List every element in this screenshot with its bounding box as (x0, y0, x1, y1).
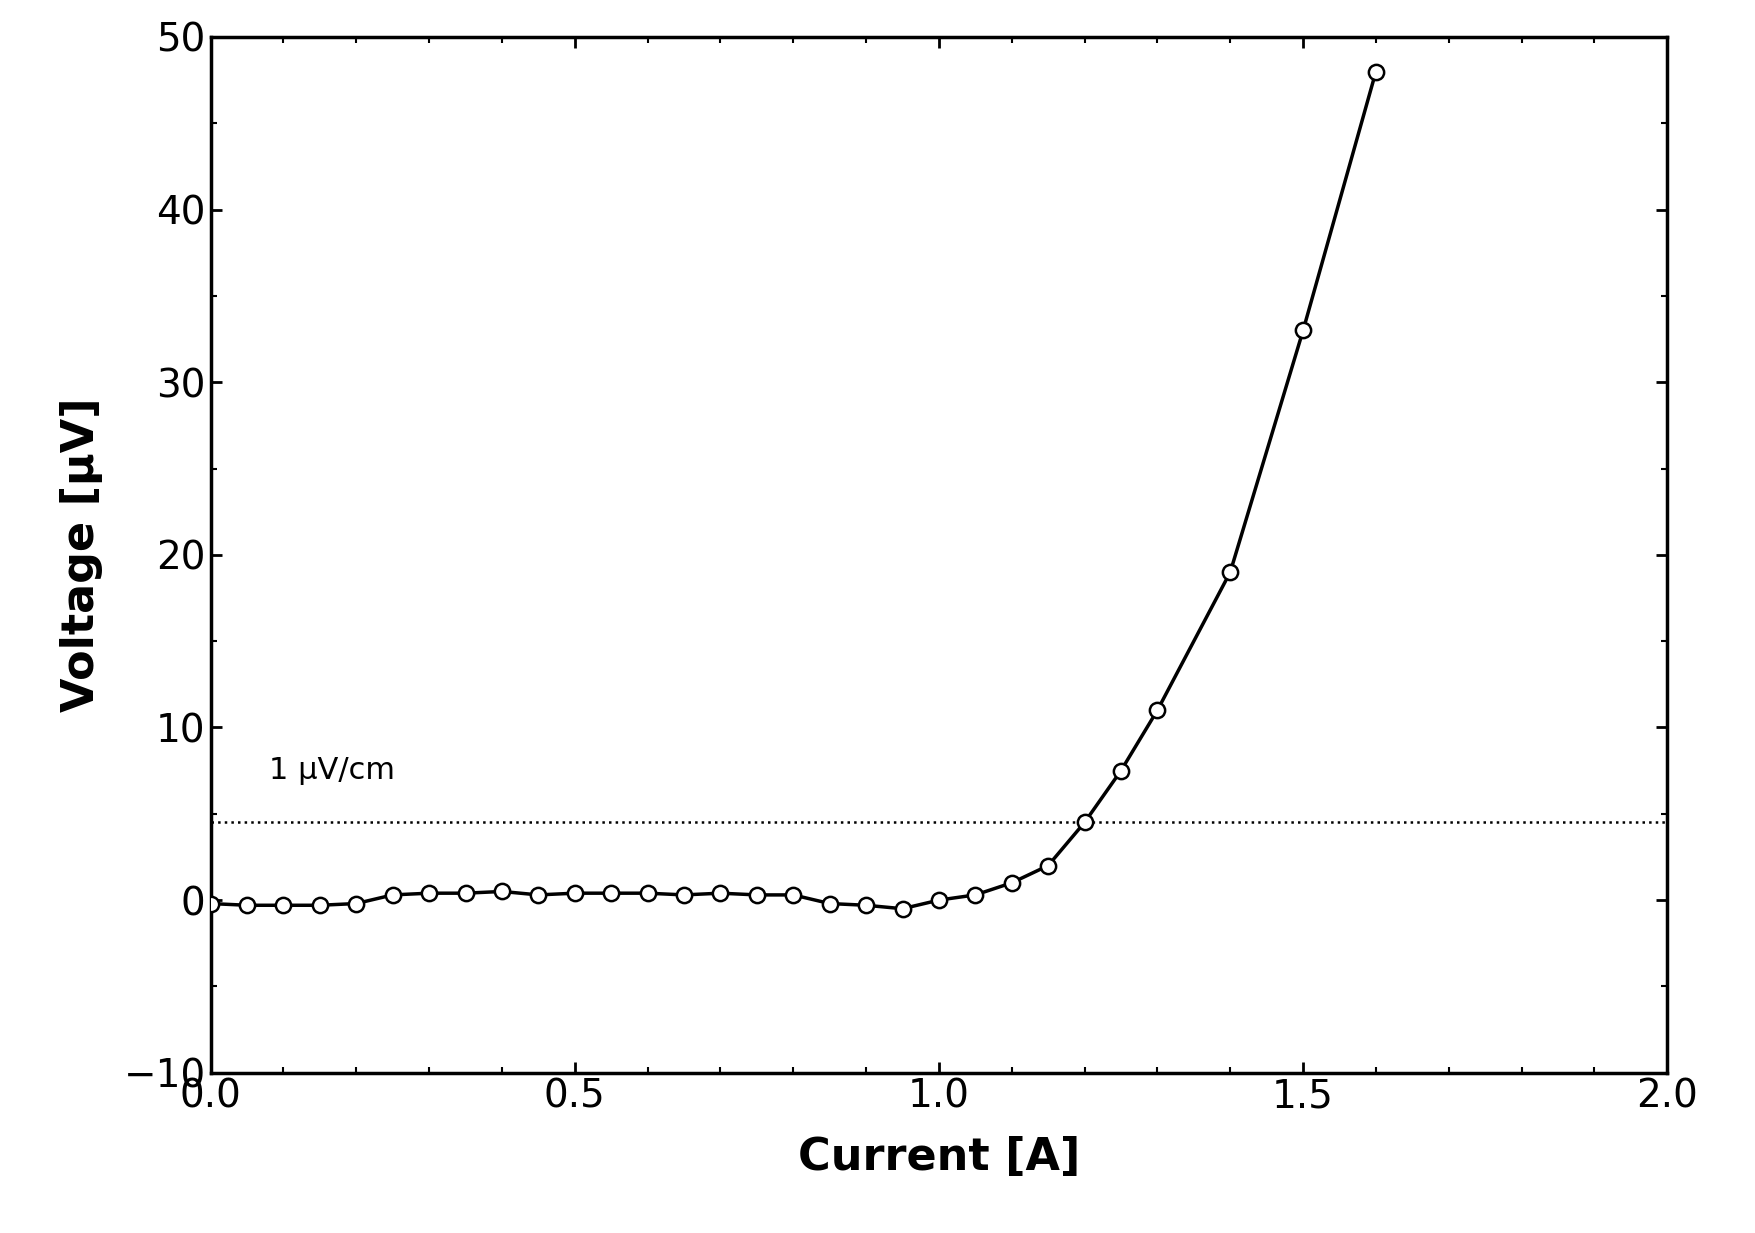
Text: 1 μV/cm: 1 μV/cm (269, 756, 395, 785)
X-axis label: Current [A]: Current [A] (799, 1137, 1079, 1180)
Y-axis label: Voltage [μV]: Voltage [μV] (60, 397, 102, 713)
